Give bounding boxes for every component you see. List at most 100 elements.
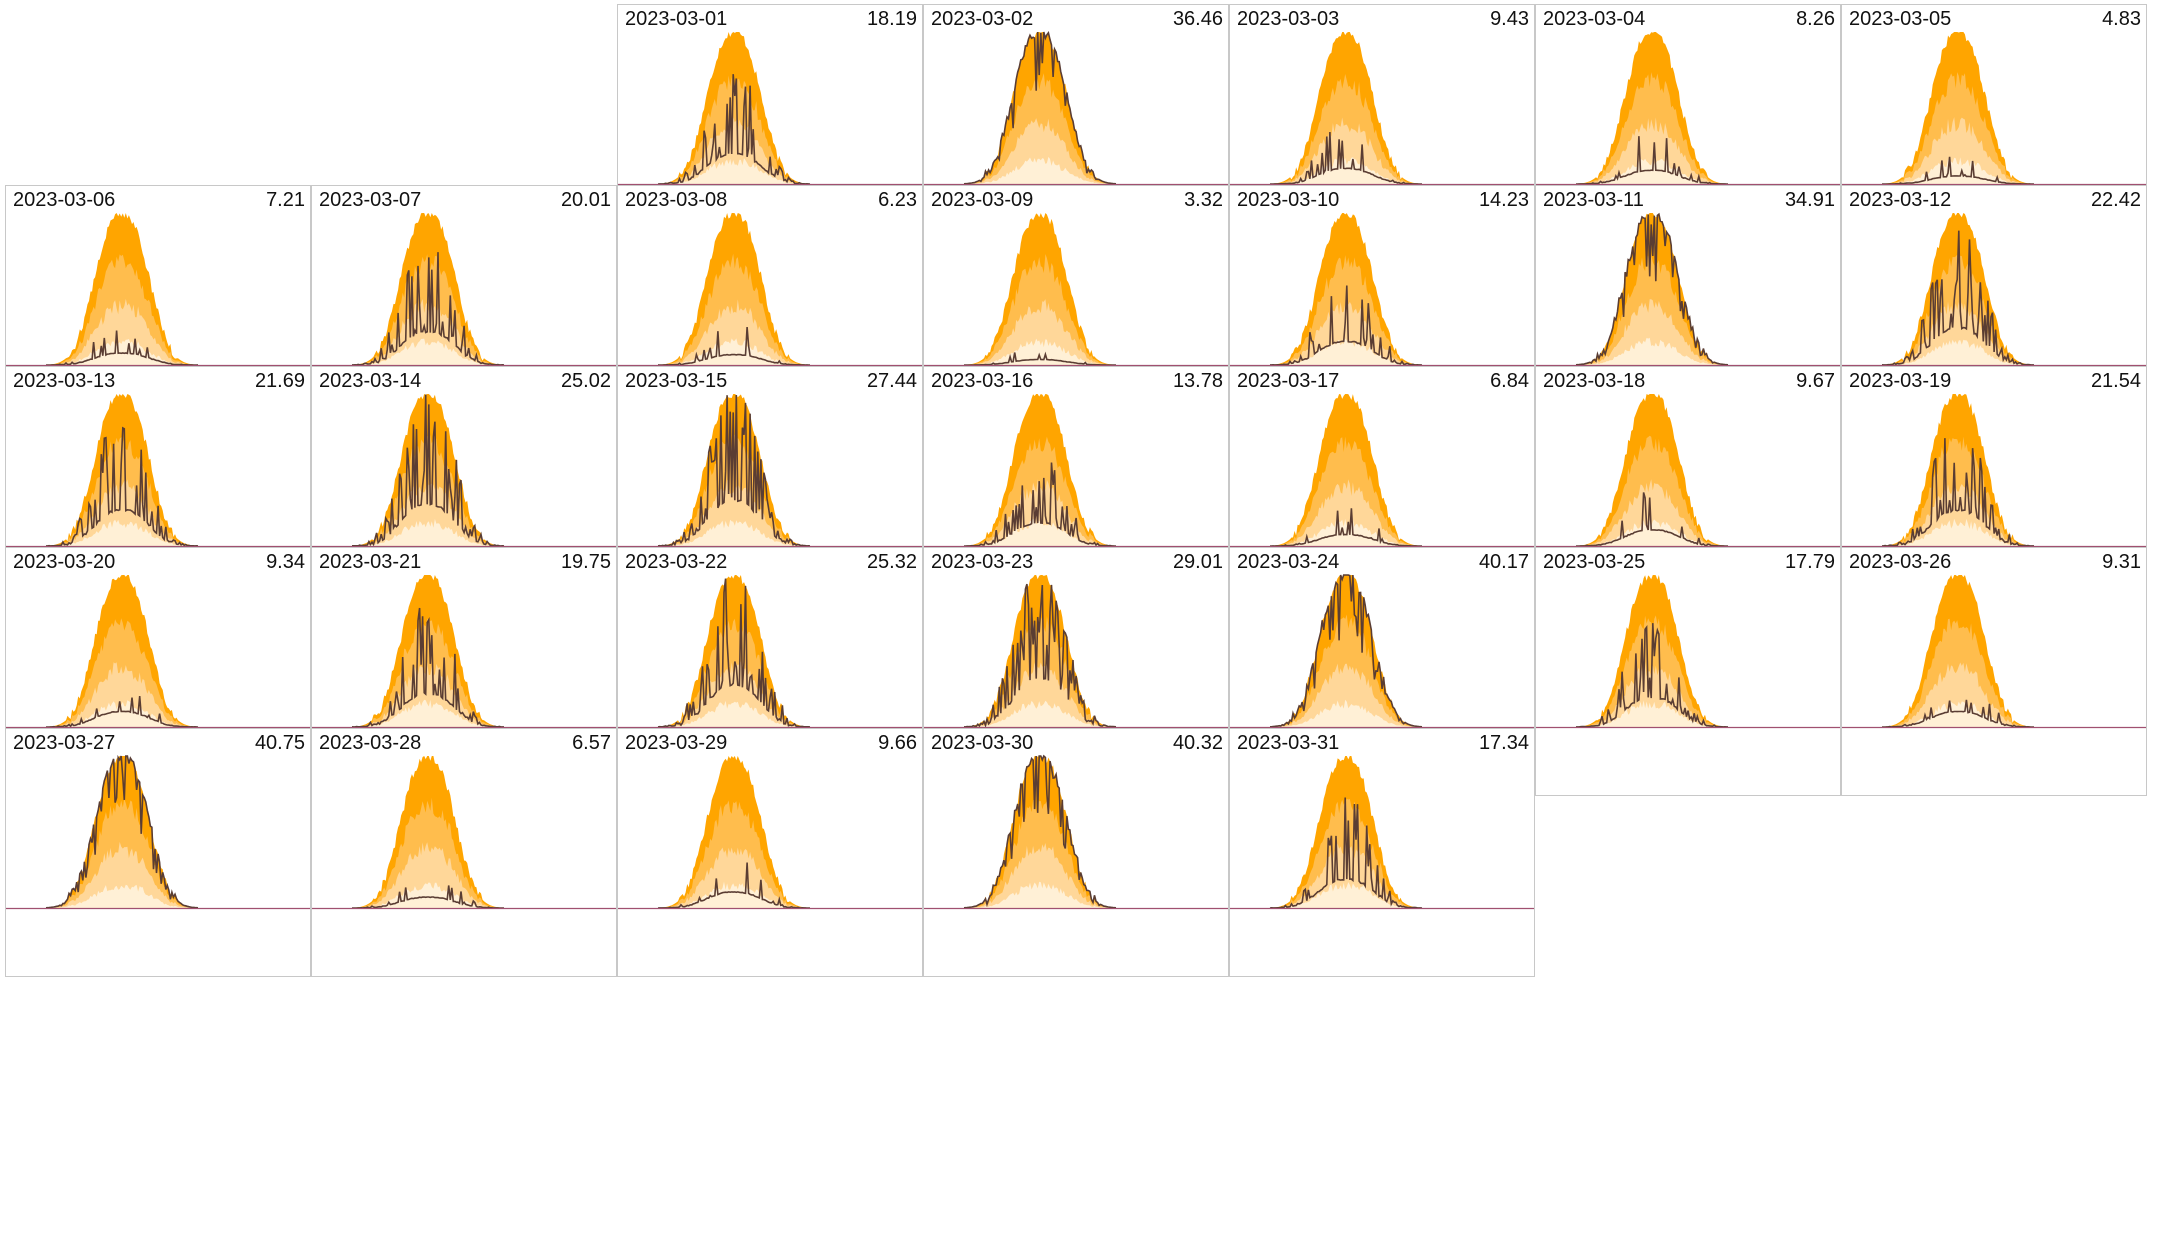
panel-date: 2023-03-02 — [931, 8, 1034, 30]
day-chart — [924, 575, 1228, 729]
band-p30 — [1882, 157, 2034, 184]
panel-total: 21.54 — [2090, 370, 2141, 392]
day-panel: 2023-03-26 9.31 — [1841, 547, 2147, 796]
day-chart — [312, 394, 616, 548]
day-panel: 2023-03-25 17.79 — [1535, 547, 1841, 796]
panel-total: 25.32 — [866, 551, 917, 573]
band-p30 — [964, 700, 1116, 727]
band-p30 — [352, 338, 504, 365]
band-p30 — [352, 699, 504, 727]
panel-total: 8.26 — [1796, 8, 1835, 30]
band-p30 — [658, 158, 810, 184]
actual-line — [1269, 797, 1423, 909]
panel-total: 14.23 — [1478, 189, 1529, 211]
actual-line — [1576, 492, 1728, 547]
panel-total: 6.23 — [878, 189, 917, 211]
panel-total: 9.31 — [2102, 551, 2141, 573]
actual-line — [46, 696, 199, 728]
band-p30 — [964, 519, 1116, 546]
band-p30 — [964, 338, 1116, 365]
day-chart — [6, 213, 310, 367]
actual-line — [1881, 230, 2034, 366]
band-p30 — [46, 700, 198, 727]
actual-line — [1882, 699, 2034, 728]
panel-date: 2023-03-24 — [1237, 551, 1340, 573]
band-p70 — [964, 254, 1116, 365]
panel-date: 2023-03-04 — [1543, 8, 1646, 30]
panel-total: 34.91 — [1784, 189, 1835, 211]
day-chart — [618, 394, 922, 548]
band-p50 — [964, 299, 1116, 365]
day-chart — [1842, 213, 2146, 367]
band-p50 — [1576, 117, 1728, 184]
panel-date: 2023-03-22 — [625, 551, 728, 573]
panel-total: 29.01 — [1172, 551, 1223, 573]
actual-line — [963, 30, 1117, 185]
panel-total: 27.44 — [866, 370, 917, 392]
actual-line — [352, 252, 505, 366]
actual-line — [657, 862, 810, 909]
day-chart — [312, 756, 616, 910]
actual-line — [1576, 623, 1728, 728]
band-p30 — [964, 881, 1116, 908]
actual-line — [46, 330, 199, 366]
panel-date: 2023-03-15 — [625, 370, 728, 392]
day-chart — [924, 394, 1228, 548]
band-p30 — [1882, 518, 2034, 546]
day-chart — [1230, 574, 1534, 729]
band-p30 — [46, 339, 198, 365]
panel-date: 2023-03-28 — [319, 732, 422, 754]
panel-date: 2023-03-19 — [1849, 370, 1952, 392]
band-p50 — [658, 847, 810, 908]
band-p50 — [658, 661, 810, 727]
day-chart — [1230, 394, 1534, 548]
panel-total: 3.32 — [1184, 189, 1223, 211]
actual-line — [657, 327, 810, 366]
panel-date: 2023-03-31 — [1237, 732, 1340, 754]
band-p30 — [46, 519, 198, 546]
actual-line — [352, 394, 505, 547]
actual-line — [963, 583, 1117, 729]
day-chart — [312, 213, 616, 367]
panel-date: 2023-03-01 — [625, 8, 728, 30]
day-chart — [618, 32, 922, 186]
band-p50 — [658, 299, 810, 365]
panel-total: 40.75 — [254, 732, 305, 754]
panel-total: 40.32 — [1172, 732, 1223, 754]
day-panel: 2023-03-27 40.75 — [5, 728, 311, 977]
day-chart — [924, 754, 1228, 910]
day-chart — [1230, 756, 1534, 910]
panel-total: 18.19 — [866, 8, 917, 30]
panel-date: 2023-03-05 — [1849, 8, 1952, 30]
panel-total: 9.66 — [878, 732, 917, 754]
panel-total: 22.42 — [2090, 189, 2141, 211]
day-chart — [924, 213, 1228, 367]
day-chart — [1842, 575, 2146, 729]
panel-date: 2023-03-13 — [13, 370, 116, 392]
panel-total: 13.78 — [1172, 370, 1223, 392]
day-chart — [924, 30, 1228, 186]
band-p50 — [964, 118, 1116, 184]
panel-date: 2023-03-08 — [625, 189, 728, 211]
band-p50 — [1576, 299, 1728, 365]
band-p50 — [352, 662, 504, 727]
panel-date: 2023-03-27 — [13, 732, 116, 754]
panel-date: 2023-03-17 — [1237, 370, 1340, 392]
band-p50 — [1882, 117, 2034, 184]
band-p50 — [1270, 299, 1422, 365]
actual-line — [1270, 285, 1423, 366]
actual-line — [45, 754, 199, 909]
band-p30 — [352, 518, 504, 546]
day-chart — [312, 575, 616, 729]
panel-total: 9.34 — [266, 551, 305, 573]
actual-line — [1575, 212, 1729, 366]
band-p50 — [1270, 663, 1422, 727]
band-p30 — [1270, 338, 1422, 365]
band-p30 — [1270, 699, 1422, 727]
actual-line — [963, 754, 1117, 909]
band-p30 — [1882, 700, 2034, 727]
panel-date: 2023-03-11 — [1543, 189, 1644, 211]
panel-total: 7.21 — [266, 189, 305, 211]
panel-date: 2023-03-03 — [1237, 8, 1340, 30]
band-p30 — [1576, 519, 1728, 546]
